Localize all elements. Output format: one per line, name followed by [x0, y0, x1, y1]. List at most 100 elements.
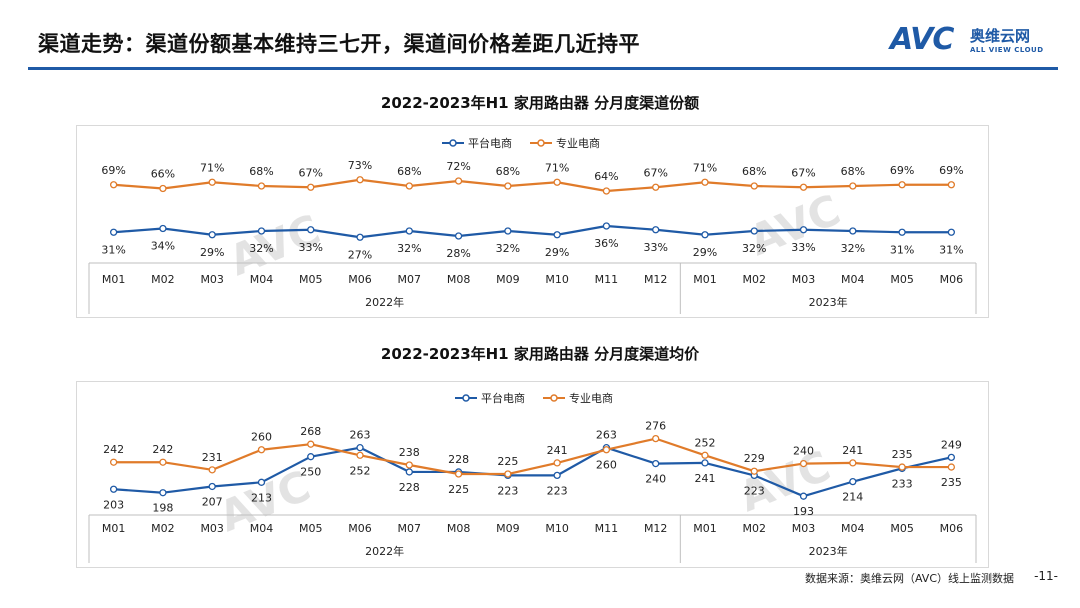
data-point	[208, 231, 216, 239]
data-label: 73%	[348, 159, 372, 172]
data-label: 198	[152, 502, 173, 515]
data-label: 260	[596, 459, 617, 472]
share-chart: AVC AVC 平台电商 专业电商 2022年 2023年 M01 M02 M03 M04 M05 M…	[76, 125, 989, 318]
data-point	[750, 227, 758, 235]
x-tick-label: M03	[792, 522, 816, 535]
data-label: 242	[103, 443, 124, 456]
data-point	[898, 181, 906, 189]
data-point	[356, 444, 364, 452]
data-point	[159, 224, 167, 233]
legend-label-0: 平台电商	[468, 136, 512, 150]
legend-label-0: 平台电商	[481, 391, 525, 405]
data-point	[898, 463, 906, 471]
data-point	[553, 459, 561, 467]
data-label: 29%	[545, 246, 569, 259]
data-point	[947, 228, 956, 236]
legend-marker-1	[537, 139, 545, 147]
x-tick-label: M03	[200, 522, 224, 535]
data-label: 68%	[496, 165, 520, 178]
data-point	[652, 226, 660, 234]
x-tick-label: M07	[398, 522, 422, 535]
data-point	[257, 446, 266, 454]
data-label: 31%	[890, 243, 914, 256]
data-point	[257, 478, 266, 486]
x-tick-label: M04	[250, 273, 274, 286]
data-point	[159, 489, 167, 497]
data-point	[208, 466, 216, 474]
x-tick-label: M03	[792, 273, 816, 286]
page-number: -11-	[1034, 569, 1058, 583]
series-line-0	[113, 446, 952, 498]
data-label: 69%	[939, 164, 963, 177]
data-label: 67%	[643, 166, 667, 179]
data-label: 31%	[939, 243, 963, 256]
data-label: 214	[842, 491, 863, 504]
data-point	[750, 467, 758, 475]
data-label: 68%	[397, 165, 421, 178]
data-label: 34%	[151, 240, 175, 253]
data-label: 193	[793, 505, 814, 518]
data-point	[602, 446, 611, 454]
data-label: 276	[645, 420, 666, 433]
series-line-1	[113, 178, 952, 193]
data-label: 71%	[693, 161, 717, 174]
data-label: 228	[399, 481, 420, 494]
data-point	[947, 181, 956, 189]
data-point	[356, 451, 364, 459]
data-point	[454, 470, 463, 478]
data-point	[405, 227, 413, 235]
data-label: 241	[842, 444, 863, 457]
avc-logo: AVC 奥维云网 ALL VIEW CLOUD	[890, 22, 1055, 62]
data-point	[307, 453, 315, 461]
data-point	[898, 228, 906, 236]
x-tick-label: M11	[595, 273, 619, 286]
data-point	[799, 226, 808, 234]
data-label: 32%	[249, 242, 273, 255]
logo-en: ALL VIEW CLOUD	[970, 46, 1044, 54]
data-label: 228	[448, 453, 469, 466]
data-point	[405, 461, 413, 469]
year-label: 2023年	[809, 295, 848, 309]
data-point	[799, 459, 808, 468]
data-label: 68%	[249, 165, 273, 178]
x-tick-label: M05	[299, 522, 323, 535]
data-point	[208, 482, 216, 491]
data-point	[356, 233, 364, 241]
data-label: 229	[744, 452, 765, 465]
data-point	[307, 440, 315, 448]
data-label: 240	[793, 445, 814, 458]
data-point	[849, 477, 857, 486]
data-label: 29%	[200, 246, 224, 259]
data-point	[454, 232, 463, 240]
data-point	[701, 451, 709, 459]
x-tick-label: M06	[348, 273, 372, 286]
year-label: 2023年	[809, 544, 848, 558]
logo-cn: 奥维云网	[970, 27, 1031, 45]
data-label: 207	[202, 495, 223, 508]
series-line-0	[113, 224, 952, 239]
data-point	[602, 187, 611, 195]
data-label: 252	[694, 436, 715, 449]
data-point	[307, 226, 315, 234]
x-tick-label: M09	[496, 522, 519, 535]
share-chart-title: 2022-2023年H1 家用路由器 分月度渠道份额	[380, 94, 700, 112]
data-label: 231	[202, 451, 223, 464]
data-point	[109, 181, 118, 189]
legend-label-1: 专业电商	[569, 391, 613, 405]
data-point	[701, 231, 709, 239]
data-point	[356, 176, 364, 184]
x-tick-label: M02	[151, 522, 175, 535]
legend-marker-1	[550, 394, 558, 402]
watermark-group: AVC AVC	[222, 185, 847, 285]
data-point	[454, 177, 463, 185]
x-tick-label: M04	[841, 522, 865, 535]
data-point	[553, 231, 561, 239]
data-point	[109, 458, 118, 466]
data-label: 33%	[791, 241, 815, 254]
x-tick-label: M04	[841, 273, 865, 286]
x-tick-label: M05	[890, 522, 914, 535]
data-label: 27%	[348, 248, 372, 261]
data-source: 数据来源：奥维云网（AVC）线上监测数据	[804, 572, 1014, 585]
data-label: 67%	[791, 166, 815, 179]
